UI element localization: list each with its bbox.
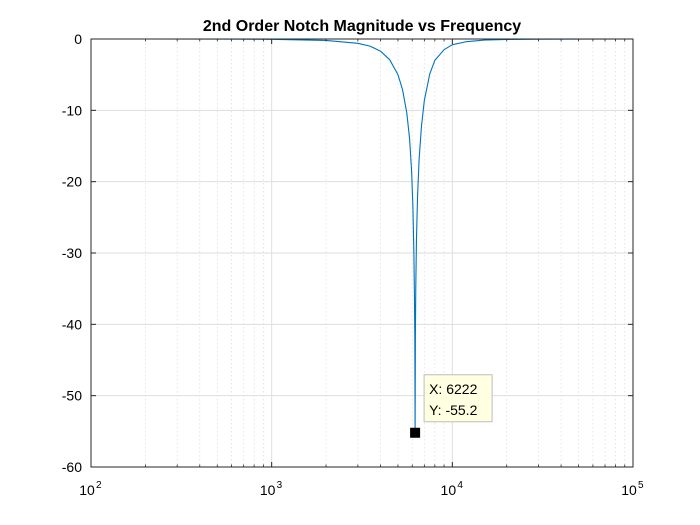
y-tick-label: -60 — [62, 459, 82, 475]
y-tick-label: -40 — [62, 316, 82, 332]
datatip[interactable]: X: 6222 Y: -55.2 — [410, 374, 493, 438]
x-tick-base: 10 — [79, 482, 95, 498]
x-tick-exponent: 2 — [96, 480, 102, 491]
x-tick-label: 10 3 — [260, 480, 283, 498]
x-tick-exponent: 3 — [277, 480, 283, 491]
ticks — [91, 39, 633, 467]
x-tick-base: 10 — [441, 482, 457, 498]
series-line — [91, 38, 634, 434]
y-tick-label: -20 — [62, 174, 82, 190]
chart-title: 2nd Order Notch Magnitude vs Frequency — [203, 18, 521, 35]
x-tick-label: 10 5 — [621, 480, 644, 498]
datatip-y-label: Y: -55.2 — [429, 402, 477, 418]
y-tick-label: -30 — [62, 245, 82, 261]
x-tick-label: 10 4 — [441, 480, 464, 498]
datatip-x-label: X: 6222 — [429, 381, 477, 397]
series-layer — [91, 38, 634, 434]
x-tick-base: 10 — [260, 482, 276, 498]
tick-labels: 10 2 10 3 10 4 10 50-10-20-30-40-50-60 — [62, 31, 644, 498]
grid — [91, 39, 633, 467]
x-tick-base: 10 — [621, 482, 637, 498]
y-tick-label: 0 — [74, 31, 82, 47]
y-tick-label: -10 — [62, 102, 82, 118]
x-tick-exponent: 5 — [638, 480, 644, 491]
datatip-marker — [410, 427, 421, 438]
x-tick-exponent: 4 — [457, 480, 463, 491]
y-tick-label: -50 — [62, 388, 82, 404]
x-tick-label: 10 2 — [79, 480, 102, 498]
datatip-box — [423, 374, 493, 423]
